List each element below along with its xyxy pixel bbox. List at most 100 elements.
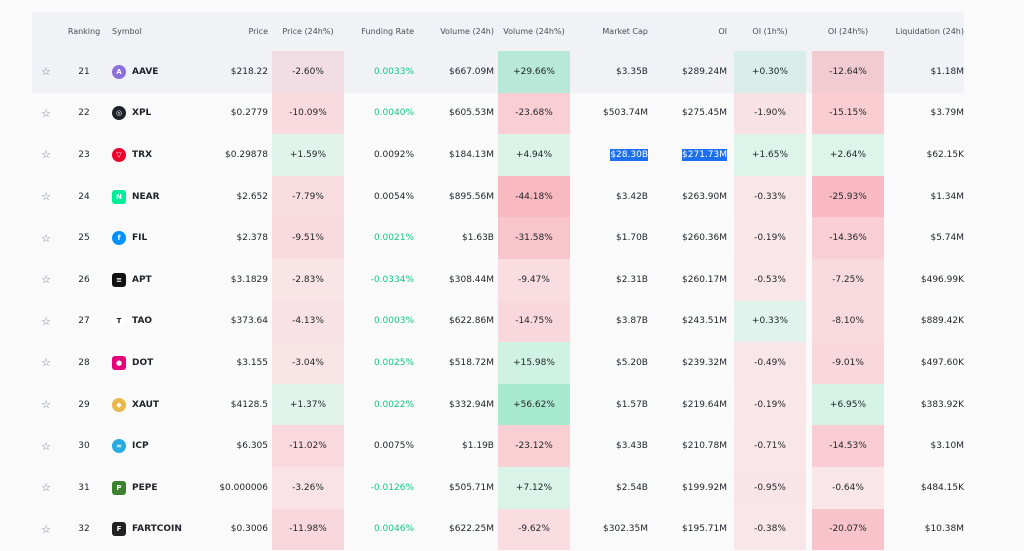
symbol-cell[interactable]: ≡ APT: [108, 259, 202, 301]
table-row[interactable]: ☆ 26 ≡ APT $3.1829 -2.83% -0.0334% $308.4…: [32, 258, 964, 301]
symbol-cell[interactable]: ◎ XPL: [108, 93, 202, 135]
header-volume-24h[interactable]: Volume (24h%): [503, 27, 565, 36]
price: $0.3006: [230, 524, 268, 535]
star-icon[interactable]: ☆: [41, 65, 51, 79]
star-icon[interactable]: ☆: [41, 522, 51, 536]
liquidation: $383.92K: [920, 399, 964, 410]
rank: 32: [78, 524, 90, 535]
oi-change-24h: -0.64%: [812, 466, 884, 509]
funding-rate: 0.0046%: [373, 524, 414, 535]
market-cap-value: $3.43B: [616, 441, 648, 452]
liquidation: $3.10M: [930, 441, 964, 452]
oi-change-24h: -25.93%: [812, 175, 884, 218]
star-icon[interactable]: ☆: [41, 190, 51, 204]
funding-rate: 0.0003%: [373, 316, 414, 327]
oi-change-1h: -0.19%: [734, 383, 806, 426]
oi-value: $260.36M: [682, 233, 727, 244]
rank: 25: [78, 233, 90, 244]
trx-icon: ▽: [112, 147, 126, 162]
star-icon[interactable]: ☆: [41, 314, 51, 328]
open-interest: $195.71M: [652, 509, 731, 551]
open-interest: $210.78M: [652, 425, 731, 467]
table-row[interactable]: ☆ 32 F FARTCOIN $0.3006 -11.98% 0.0046% $…: [32, 508, 964, 551]
header-ranking[interactable]: Ranking: [67, 27, 101, 36]
table-row[interactable]: ☆ 27 T TAO $373.64 -4.13% 0.0003% $622.86…: [32, 300, 964, 343]
symbol-cell[interactable]: ▽ TRX: [108, 134, 202, 176]
liquidation: $496.99K: [920, 274, 964, 285]
table-row[interactable]: ☆ 22 ◎ XPL $0.2779 -10.09% 0.0040% $605.5…: [32, 92, 964, 135]
header-oi-1h[interactable]: OI (1h%): [752, 27, 788, 36]
star-icon[interactable]: ☆: [41, 231, 51, 245]
table-row[interactable]: ☆ 29 ◆ XAUT $4128.5 +1.37% 0.0022% $332.9…: [32, 383, 964, 426]
header-liquidation[interactable]: Liquidation (24h): [895, 27, 964, 36]
price-change-24h: -3.26%: [272, 466, 344, 509]
symbol-name: NEAR: [132, 191, 160, 202]
funding-rate: -0.0334%: [370, 274, 414, 285]
symbol-cell[interactable]: A AAVE: [108, 51, 202, 93]
header-price[interactable]: Price: [248, 27, 268, 36]
table-row[interactable]: ☆ 30 ∞ ICP $6.305 -11.02% 0.0075% $1.19B …: [32, 425, 964, 467]
price-change-24h: -11.98%: [272, 508, 344, 551]
volume: $184.13M: [449, 149, 494, 160]
dot-icon: ●: [112, 355, 126, 370]
oi-change-1h: +0.33%: [734, 300, 806, 343]
symbol-cell[interactable]: ● DOT: [108, 342, 202, 384]
symbol-cell[interactable]: F FARTCOIN: [108, 509, 202, 551]
oi-change-24h: -12.64%: [812, 51, 884, 93]
symbol-cell[interactable]: ∞ ICP: [108, 425, 202, 467]
oi-change-1h: -0.38%: [734, 508, 806, 551]
header-price-24h[interactable]: Price (24h%): [282, 27, 334, 36]
market-cap-value: $1.57B: [616, 399, 648, 410]
oi-value: $239.32M: [682, 357, 727, 368]
oi-change-1h: -0.33%: [734, 175, 806, 218]
star-icon[interactable]: ☆: [41, 273, 51, 287]
table-row[interactable]: ☆ 28 ● DOT $3.155 -3.04% 0.0025% $518.72M…: [32, 342, 964, 384]
open-interest: $289.24M: [652, 51, 731, 93]
symbol-cell[interactable]: ◆ XAUT: [108, 384, 202, 426]
header-market-cap[interactable]: Market Cap: [602, 27, 648, 36]
table-row[interactable]: ☆ 21 A AAVE $218.22 -2.60% 0.0033% $667.0…: [32, 51, 964, 93]
liquidation: $10.38M: [924, 524, 964, 535]
header-oi-24h[interactable]: OI (24h%): [827, 27, 869, 36]
tao-icon: T: [112, 314, 126, 329]
rank: 24: [78, 191, 90, 202]
table-row[interactable]: ☆ 24 N NEAR $2.652 -7.79% 0.0054% $895.56…: [32, 175, 964, 218]
rank: 31: [78, 482, 90, 493]
header-symbol[interactable]: Symbol: [112, 27, 142, 36]
symbol-cell[interactable]: N NEAR: [108, 176, 202, 218]
symbol-cell[interactable]: f FIL: [108, 217, 202, 259]
market-cap-value: $2.31B: [616, 274, 648, 285]
symbol-cell[interactable]: T TAO: [108, 301, 202, 343]
volume-change-24h: -14.75%: [498, 300, 570, 343]
star-icon[interactable]: ☆: [41, 106, 51, 120]
header-funding-rate[interactable]: Funding Rate: [361, 27, 414, 36]
symbol-cell[interactable]: P PEPE: [108, 467, 202, 509]
market-cap: $2.31B: [570, 259, 652, 301]
price: $3.1829: [230, 274, 268, 285]
fartcoin-icon: F: [112, 522, 126, 537]
header-oi[interactable]: OI: [718, 27, 727, 36]
market-cap: $3.42B: [570, 176, 652, 218]
oi-value: $243.51M: [682, 316, 727, 327]
oi-value: $289.24M: [682, 66, 727, 77]
star-icon[interactable]: ☆: [41, 439, 51, 453]
icp-icon: ∞: [112, 439, 126, 454]
volume-change-24h: -31.58%: [498, 217, 570, 259]
star-icon[interactable]: ☆: [41, 398, 51, 412]
table-row[interactable]: ☆ 25 f FIL $2.378 -9.51% 0.0021% $1.63B -…: [32, 217, 964, 259]
market-cap: $5.20B: [570, 342, 652, 384]
price: $0.29878: [225, 149, 268, 160]
star-icon[interactable]: ☆: [41, 481, 51, 495]
price-change-24h: -2.60%: [272, 51, 344, 93]
volume: $308.44M: [449, 274, 494, 285]
oi-change-24h: -15.15%: [812, 92, 884, 135]
table-row[interactable]: ☆ 31 P PEPE $0.000006 -3.26% -0.0126% $50…: [32, 466, 964, 509]
star-icon[interactable]: ☆: [41, 148, 51, 162]
xaut-icon: ◆: [112, 397, 126, 412]
oi-value: $271.73M: [682, 148, 727, 161]
header-volume[interactable]: Volume (24h): [440, 27, 494, 36]
price: $0.2779: [230, 108, 268, 119]
star-icon[interactable]: ☆: [41, 356, 51, 370]
table-row[interactable]: ☆ 23 ▽ TRX $0.29878 +1.59% 0.0092% $184.1…: [32, 134, 964, 176]
oi-value: $199.92M: [682, 482, 727, 493]
